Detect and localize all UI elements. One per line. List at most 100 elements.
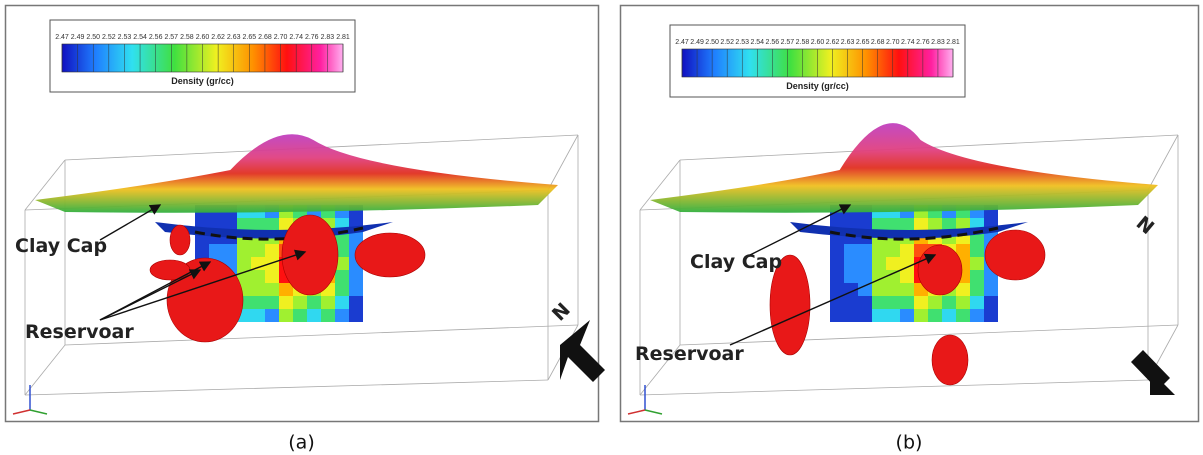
colorbar-tick-label: 2.47 <box>675 39 689 46</box>
colorbar-tick-label: 2.70 <box>274 34 288 41</box>
block-cell <box>830 257 844 270</box>
colorbar-tick-label: 2.56 <box>149 34 163 41</box>
block-cell <box>335 309 349 322</box>
block-cell <box>251 218 265 231</box>
block-cell <box>872 296 886 309</box>
block-cell <box>970 257 984 270</box>
block-cell <box>265 283 279 296</box>
block-cell <box>844 309 858 322</box>
block-cell <box>858 257 872 270</box>
colorbar-tick-label: 2.60 <box>196 34 210 41</box>
block-cell <box>321 309 335 322</box>
block-cell <box>858 296 872 309</box>
colorbar-tick-label: 2.63 <box>841 39 855 46</box>
colorbar-tick-label: 2.68 <box>258 34 272 41</box>
block-cell <box>265 309 279 322</box>
block-cell <box>844 296 858 309</box>
colorbar-tick-label: 2.70 <box>886 39 900 46</box>
colorbar-tick-label: 2.65 <box>856 39 870 46</box>
block-cell <box>307 309 321 322</box>
caption: (a) <box>288 432 314 454</box>
clay-cap-label: Clay Cap <box>15 235 107 257</box>
colorbar-tick-label: 2.81 <box>336 34 350 41</box>
colorbar-tick-label: 2.58 <box>796 39 810 46</box>
block-cell <box>872 309 886 322</box>
block-cell <box>984 309 998 322</box>
block-cell <box>942 309 956 322</box>
block-cell <box>900 309 914 322</box>
colorbar-tick-label: 2.50 <box>86 34 100 41</box>
colorbar-tick-label: 2.54 <box>750 39 764 46</box>
block-cell <box>237 257 251 270</box>
block-cell <box>858 270 872 283</box>
block-cell <box>251 283 265 296</box>
block-cell <box>844 244 858 257</box>
block-cell <box>830 270 844 283</box>
colorbar-tick-label: 2.52 <box>720 39 734 46</box>
block-cell <box>307 296 321 309</box>
clay-cap-label: Clay Cap <box>690 251 782 273</box>
colorbar-tick-label: 2.58 <box>180 34 194 41</box>
block-cell <box>237 218 251 231</box>
colorbar-tick-label: 2.57 <box>164 34 178 41</box>
block-cell <box>984 296 998 309</box>
block-cell <box>900 296 914 309</box>
block-cell <box>279 296 293 309</box>
block-cell <box>279 283 293 296</box>
reservoir-body <box>932 335 968 385</box>
colorbar-tick-label: 2.81 <box>946 39 960 46</box>
block-cell <box>349 296 363 309</box>
block-cell <box>886 244 900 257</box>
colorbar-tick-label: 2.83 <box>931 39 945 46</box>
block-cell <box>349 270 363 283</box>
colorbar-tick-label: 2.56 <box>766 39 780 46</box>
colorbar-title: Density (gr/cc) <box>171 76 234 86</box>
colorbar-tick-label: 2.63 <box>227 34 241 41</box>
block-cell <box>293 296 307 309</box>
colorbar-tick-label: 2.47 <box>55 34 69 41</box>
block-cell <box>223 244 237 257</box>
reservoir-label: Reservoar <box>635 343 744 365</box>
block-cell <box>900 218 914 231</box>
colorbar-tick-label: 2.50 <box>705 39 719 46</box>
figure: 2.472.492.502.522.532.542.562.572.582.60… <box>0 0 1203 455</box>
block-cell <box>914 309 928 322</box>
block-cell <box>349 283 363 296</box>
block-cell <box>886 309 900 322</box>
block-cell <box>830 244 844 257</box>
colorbar-tick-label: 2.83 <box>321 34 335 41</box>
block-cell <box>265 296 279 309</box>
block-cell <box>900 244 914 257</box>
block-cell <box>886 218 900 231</box>
colorbar-tick-label: 2.54 <box>133 34 147 41</box>
block-cell <box>279 309 293 322</box>
block-cell <box>956 296 970 309</box>
block-cell <box>942 296 956 309</box>
block-cell <box>237 244 251 257</box>
block-cell <box>335 283 349 296</box>
colorbar-tick-label: 2.53 <box>118 34 132 41</box>
colorbar-tick-label: 2.62 <box>211 34 225 41</box>
block-cell <box>914 218 928 231</box>
block-cell <box>928 309 942 322</box>
block-cell <box>872 218 886 231</box>
block-cell <box>872 283 886 296</box>
colorbar-title: Density (gr/cc) <box>786 81 849 91</box>
block-cell <box>830 309 844 322</box>
block-cell <box>265 218 279 231</box>
block-cell <box>858 244 872 257</box>
block-cell <box>872 244 886 257</box>
colorbar-tick-label: 2.65 <box>243 34 257 41</box>
block-cell <box>956 244 970 257</box>
block-cell <box>858 283 872 296</box>
block-cell <box>886 283 900 296</box>
block-cell <box>928 296 942 309</box>
block-cell <box>830 283 844 296</box>
colorbar-tick-label: 2.49 <box>71 34 85 41</box>
block-cell <box>970 296 984 309</box>
block-cell <box>335 296 349 309</box>
